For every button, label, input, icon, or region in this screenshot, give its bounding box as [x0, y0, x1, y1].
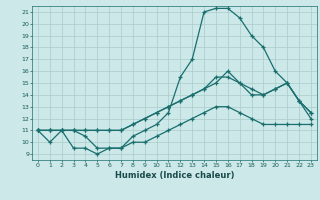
- X-axis label: Humidex (Indice chaleur): Humidex (Indice chaleur): [115, 171, 234, 180]
